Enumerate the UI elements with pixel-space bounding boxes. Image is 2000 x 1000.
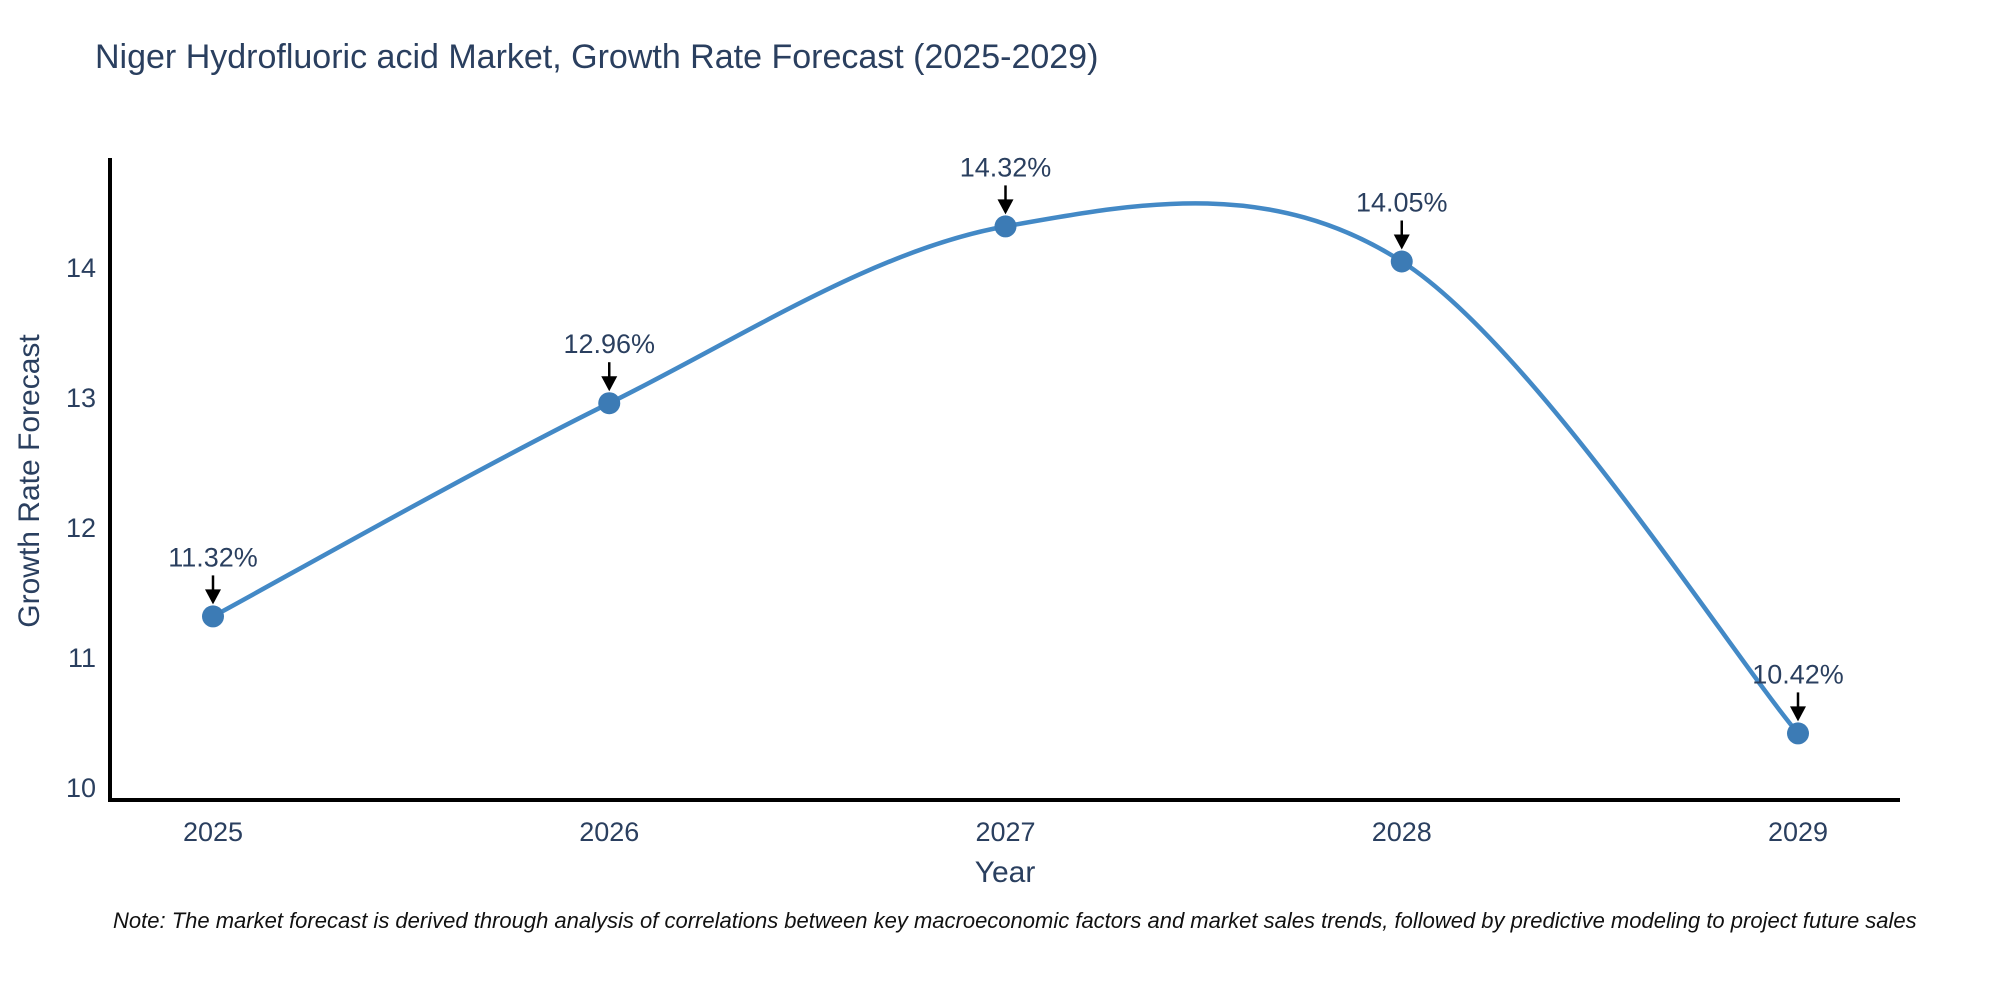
x-tick-label: 2029: [1768, 817, 1828, 847]
x-tick-label: 2026: [579, 817, 639, 847]
y-tick-label: 10: [66, 773, 96, 803]
y-tick-label: 13: [66, 383, 96, 413]
annotation-arrowhead: [1790, 706, 1806, 722]
annotation-arrowhead: [1393, 234, 1410, 250]
annotation-label: 14.05%: [1356, 188, 1448, 218]
forecast-line: [210, 201, 1801, 736]
data-point-marker[interactable]: [1787, 722, 1809, 745]
y-tick-label: 12: [66, 513, 96, 543]
annotation-arrowhead: [997, 199, 1014, 215]
annotation-label: 10.42%: [1752, 659, 1844, 689]
annotation-arrowhead: [205, 589, 221, 605]
x-tick-label: 2025: [183, 817, 243, 847]
data-point-marker[interactable]: [598, 392, 621, 415]
annotation-label: 12.96%: [563, 329, 655, 359]
data-point-marker[interactable]: [1390, 250, 1413, 273]
y-tick-label: 14: [66, 253, 96, 283]
x-tick-label: 2027: [975, 817, 1035, 847]
x-axis-title: Year: [974, 856, 1036, 889]
annotation-label: 14.32%: [960, 152, 1052, 182]
annotation-label: 11.32%: [168, 542, 258, 572]
x-tick-label: 2028: [1372, 817, 1432, 847]
data-point-marker[interactable]: [994, 215, 1017, 238]
y-tick-label: 11: [68, 643, 96, 673]
data-point-marker[interactable]: [202, 605, 224, 628]
footnote: Note: The market forecast is derived thr…: [113, 908, 1917, 933]
annotation-arrowhead: [601, 376, 618, 392]
chart-title: Niger Hydrofluoric acid Market, Growth R…: [95, 38, 1099, 76]
